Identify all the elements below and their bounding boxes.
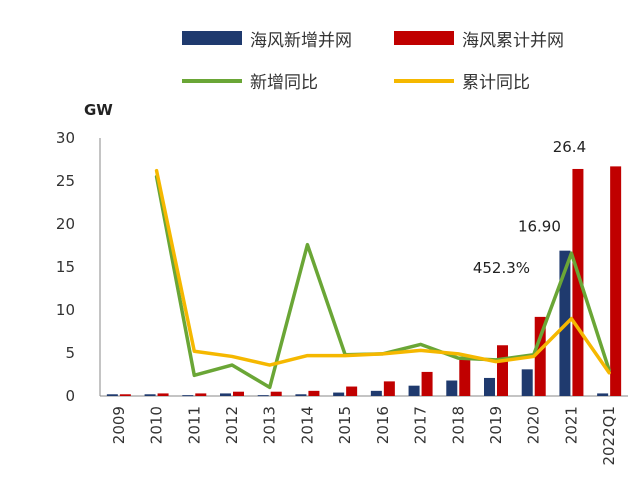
bar-new-capacity [182, 395, 194, 397]
y-tick-label: 0 [65, 387, 75, 405]
bar-cumulative-capacity [308, 390, 320, 396]
x-tick-label: 2020 [525, 406, 543, 444]
x-tick-label: 2012 [223, 406, 241, 444]
legend: 海风新增并网 海风累计并网 新增同比 累计同比 [182, 31, 564, 93]
x-tick-label: 2011 [185, 406, 203, 444]
legend-label-cumulative-capacity: 海风累计并网 [462, 31, 564, 51]
bar-cumulative-capacity [270, 391, 282, 396]
x-tick-label: 2013 [261, 406, 279, 444]
x-tick-label: 2010 [148, 406, 166, 444]
bar-cumulative-capacity [233, 391, 244, 396]
bar-cumulative-capacity [346, 386, 358, 396]
x-tick-label: 2022Q1 [600, 406, 618, 466]
bar-cumulative-capacity [497, 345, 508, 396]
data-annotation: 16.90 [518, 218, 561, 236]
y-axis-unit-label: GW [84, 101, 113, 119]
y-tick-label: 15 [56, 258, 75, 276]
legend-label-new-capacity: 海风新增并网 [250, 31, 352, 51]
bar-new-capacity [484, 377, 495, 396]
bar-cumulative-capacity [421, 371, 433, 396]
bar-cumulative-capacity [610, 166, 622, 396]
bar-cumulative-capacity [195, 393, 207, 396]
bar-new-capacity [144, 394, 156, 396]
bar-new-capacity [408, 385, 420, 396]
legend-label-new-yoy: 新增同比 [250, 73, 318, 93]
bar-cumulative-capacity [157, 393, 169, 396]
bar-new-capacity [257, 395, 269, 397]
bar-new-capacity [333, 392, 345, 396]
bar-new-capacity [220, 393, 231, 396]
legend-swatch-cumulative-capacity [394, 31, 454, 45]
x-tick-label: 2014 [298, 406, 316, 444]
y-tick-label: 25 [56, 172, 75, 190]
y-tick-label: 5 [65, 344, 75, 362]
x-tick-label: 2019 [487, 406, 505, 444]
y-tick-label: 10 [56, 301, 75, 319]
x-tick-label: 2018 [449, 406, 467, 444]
bar-new-capacity [521, 369, 533, 396]
legend-label-cumulative-yoy: 累计同比 [462, 73, 530, 93]
bar-cumulative-capacity [459, 357, 471, 396]
y-tick-label: 20 [56, 215, 75, 233]
x-tick-label: 2016 [374, 406, 392, 444]
y-tick-label: 30 [56, 129, 75, 147]
bar-new-capacity [106, 394, 118, 396]
bar-new-capacity [597, 393, 609, 396]
x-tick-label: 2015 [336, 406, 354, 444]
legend-swatch-new-capacity [182, 31, 242, 45]
data-annotation: 452.3% [473, 259, 530, 277]
bar-cumulative-capacity [534, 316, 546, 396]
bar-new-capacity [370, 390, 382, 396]
line-cumulative-yoy [154, 168, 611, 375]
bar-cumulative-capacity [119, 394, 131, 396]
bar-new-capacity [295, 394, 307, 396]
data-annotation: 26.4 [553, 138, 586, 156]
x-tick-label: 2017 [412, 406, 430, 444]
bar-new-capacity [446, 380, 458, 396]
plot-area: 0 5 10 15 20 25 30 2009 2010 2011 2012 2013 2014 2015… [56, 129, 628, 466]
bar-cumulative-capacity [383, 381, 395, 396]
bar-cumulative-capacity [572, 168, 584, 396]
x-tick-label: 2009 [110, 406, 128, 444]
x-tick-label: 2021 [562, 406, 580, 444]
